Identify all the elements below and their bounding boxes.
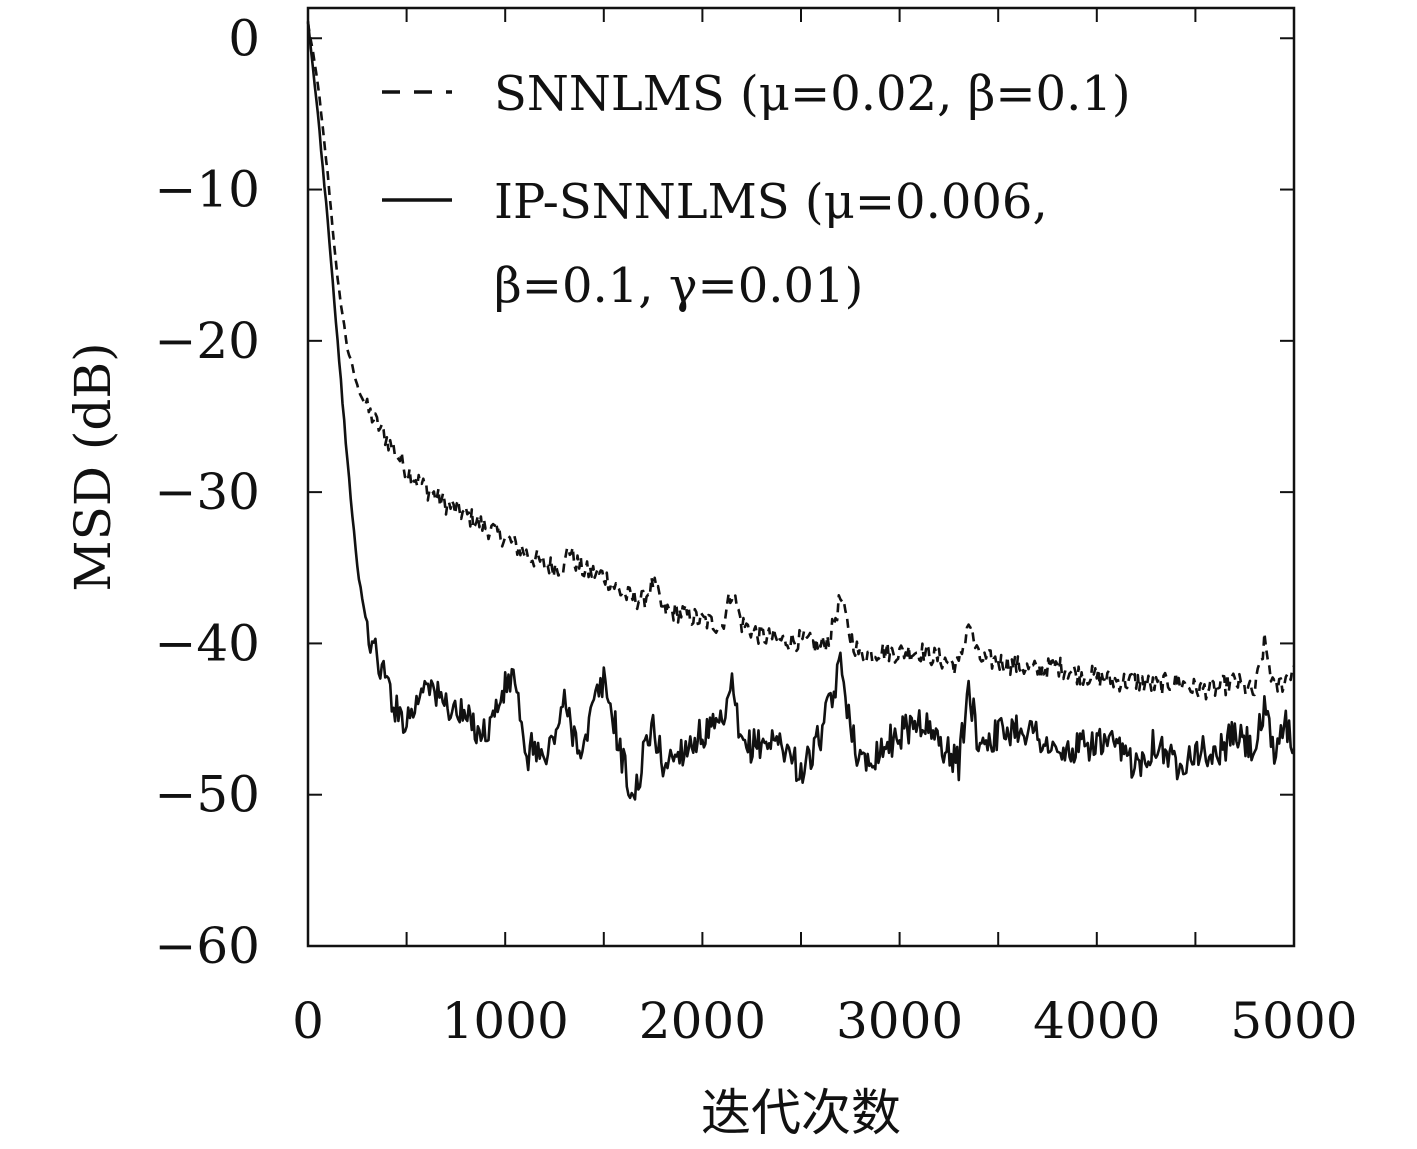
legend: SNNLMS (μ=0.02, β=0.1) IP-SNNLMS (μ=0.00… xyxy=(382,66,1131,314)
legend-label-ip-snnlms-line2: β=0.1, γ=0.01) xyxy=(494,258,863,314)
x-tick-label: 0 xyxy=(292,992,324,1050)
x-axis-label: 迭代次数 xyxy=(701,1084,901,1142)
axis-ticks xyxy=(307,8,1295,947)
x-tick-label: 2000 xyxy=(639,992,766,1050)
x-tick-label: 4000 xyxy=(1033,992,1160,1050)
series-line-ip-snnlms xyxy=(306,21,1296,801)
x-tick-label: 5000 xyxy=(1230,992,1357,1050)
plot-lines xyxy=(306,21,1296,801)
y-tick-label: −50 xyxy=(154,766,260,824)
y-tick-label: 0 xyxy=(228,9,260,67)
axis-tick-labels: 0 1000 2000 3000 4000 5000 0 −10 −20 −30 −40 −50 −60 xyxy=(154,9,1357,1050)
legend-label-ip-snnlms-line1: IP-SNNLMS (μ=0.006, xyxy=(494,174,1048,230)
y-tick-label: −10 xyxy=(154,161,260,219)
series-line-snnlms xyxy=(306,22,1296,701)
plot-frame xyxy=(306,6,1296,948)
y-tick-label: −60 xyxy=(154,917,260,975)
y-tick-label: −20 xyxy=(154,312,260,370)
legend-label-snnlms: SNNLMS (μ=0.02, β=0.1) xyxy=(494,66,1131,122)
y-tick-label: −40 xyxy=(154,614,260,672)
y-tick-label: −30 xyxy=(154,463,260,521)
x-tick-label: 3000 xyxy=(836,992,963,1050)
x-tick-label: 1000 xyxy=(442,992,569,1050)
y-axis-label: MSD (dB) xyxy=(64,342,122,591)
